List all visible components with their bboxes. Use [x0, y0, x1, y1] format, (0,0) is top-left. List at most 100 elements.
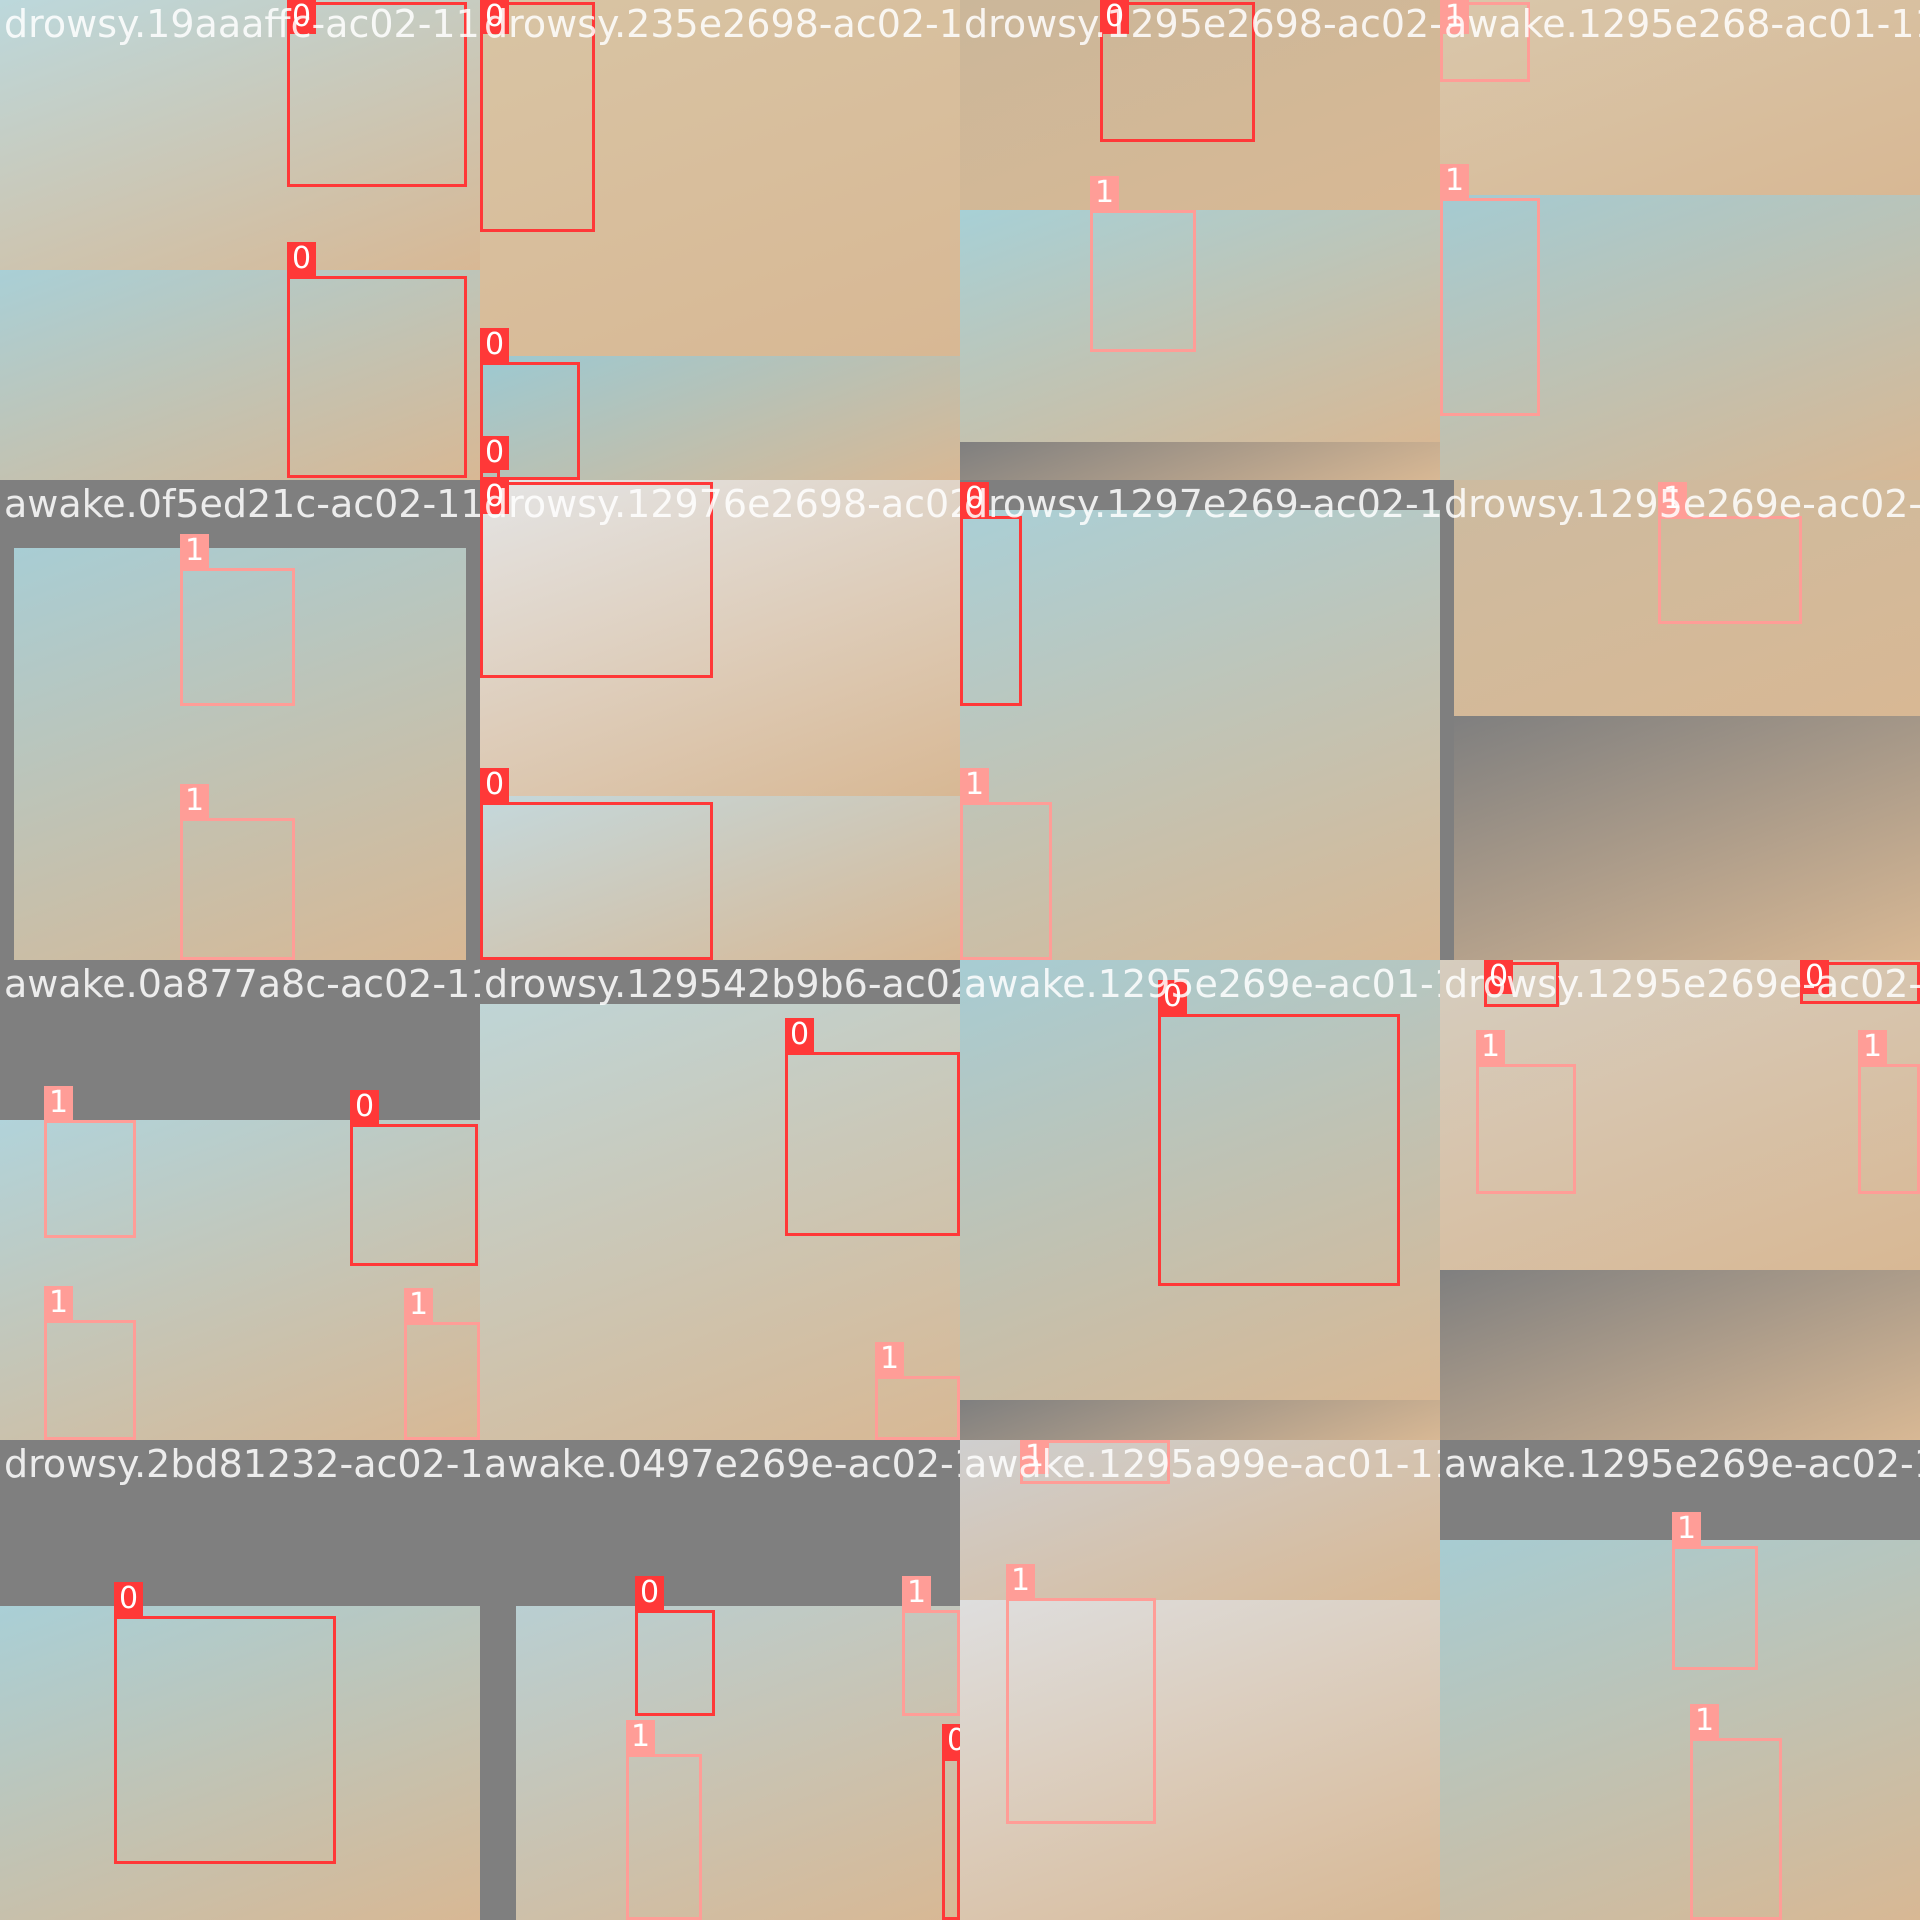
class-label: 0: [480, 480, 510, 514]
bounding-box: [626, 1754, 702, 1920]
bounding-box: [350, 1124, 478, 1266]
bounding-box: [287, 276, 467, 478]
class-label: 0: [480, 768, 510, 802]
bounding-box: [1100, 2, 1255, 142]
mosaic-tile: 00drowsy.19aaaffc-ac02-11ee-8ba9-129542b…: [0, 0, 480, 480]
photo-region: [960, 1400, 1440, 1440]
bounding-box: [180, 568, 295, 706]
bounding-box: [180, 818, 295, 960]
mosaic-tile: 0 drowsy.2bd81232-ac02-11ee-8ba9-129542b9…: [0, 1440, 480, 1920]
class-label: 1: [1476, 1030, 1506, 1064]
photo-region: [0, 270, 480, 480]
photo-region: [1440, 1540, 1920, 1920]
bounding-box: [1690, 1738, 1782, 1920]
bounding-box: [960, 802, 1052, 960]
photo-region: [480, 796, 960, 960]
class-label: 0: [942, 1724, 960, 1758]
bounding-box: [480, 470, 500, 480]
mosaic-tile: 1 0 1 1 awake.0a877a8c-ac02-11ee-8ba9-129542…: [0, 960, 480, 1440]
bounding-box: [875, 1376, 960, 1440]
class-label: 1: [44, 1286, 74, 1320]
class-label: 1: [875, 1342, 905, 1376]
bounding-box: [1672, 1546, 1758, 1670]
photo-region: [1454, 480, 1920, 716]
photo-region: [960, 0, 1440, 210]
class-label: 0: [480, 328, 510, 362]
mosaic-tile: 11awake.1295e268-ac01-11ee-8ba9-129542b9…: [1440, 0, 1920, 480]
bounding-box: [1090, 210, 1196, 352]
bounding-box: [1006, 1598, 1156, 1824]
tile-filename: drowsy.2bd81232-ac02-11ee-8ba9-129542b9b…: [4, 1442, 480, 1486]
photo-region: [1440, 0, 1920, 195]
photo-region: [960, 442, 1440, 480]
class-label: 1: [1672, 1512, 1702, 1546]
class-label: 0: [480, 0, 510, 34]
photo-region: [1440, 960, 1920, 1270]
photo-region: [14, 548, 466, 960]
class-label: 1: [1020, 1440, 1050, 1474]
mosaic-tile: 000drowsy.235e2698-ac02-11ee-8ba9-129542…: [480, 0, 960, 480]
bounding-box: [287, 2, 467, 187]
photo-region: [960, 960, 1440, 1400]
tile-filename: awake.0f5ed21c-ac02-11ee-8ba9-129542b9b6: [4, 482, 480, 526]
photo-region: [516, 1606, 960, 1920]
photo-region: [1440, 195, 1920, 480]
class-label: 1: [1858, 1030, 1888, 1064]
class-label: 1: [404, 1288, 434, 1322]
class-label: 1: [1090, 176, 1120, 210]
bounding-box: [902, 1610, 960, 1716]
mosaic-tile: 01drowsy.1297e269-ac02-11ee-8ba9-129542b…: [960, 480, 1440, 960]
photo-region: [1440, 1270, 1920, 1440]
mosaic-tile: 0awake.1295e269e-ac01-11ee-8ba9-129542b9…: [960, 960, 1440, 1440]
class-label: 0: [350, 1090, 380, 1124]
bounding-box: [44, 1320, 136, 1440]
class-label: 0: [785, 1018, 815, 1052]
bounding-box: [404, 1322, 480, 1440]
bounding-box: [480, 362, 580, 480]
bounding-box: [114, 1616, 336, 1864]
mosaic-tile: 11awake.1295a99e-ac01-11ee-8ba9-129542b9…: [960, 1440, 1440, 1920]
class-label: 1: [902, 1576, 932, 1610]
class-label: 1: [1440, 164, 1470, 198]
photo-region: [960, 210, 1440, 442]
bounding-box: [480, 482, 713, 678]
bounding-box: [1658, 516, 1802, 624]
class-label: 1: [626, 1720, 656, 1754]
mosaic-tile: 1 1 awake.1295e269e-ac02-11ee-8ba9-129542b…: [1440, 1440, 1920, 1920]
class-label: 1: [1440, 0, 1470, 34]
class-label: 0: [287, 242, 317, 276]
bounding-box: [1476, 1064, 1576, 1194]
class-label: 0: [1484, 960, 1514, 994]
class-label: 0: [287, 0, 317, 34]
mosaic-tile: 01drowsy.1295e2698-ac02-11ee-8ba9-129542…: [960, 0, 1440, 480]
bounding-box: [44, 1120, 136, 1238]
bounding-box: [1440, 2, 1530, 82]
mosaic-tile: 0 1 drowsy.129542b9b6-ac02-11ee-8ba9-12954…: [480, 960, 960, 1440]
mosaic-tile: 1drowsy.1295e269e-ac02-11ee-8ba9-129542b…: [1440, 480, 1920, 960]
bounding-box: [480, 802, 713, 960]
photo-region: [480, 0, 960, 356]
bounding-box: [1440, 198, 1540, 416]
class-label: 0: [1800, 960, 1830, 994]
class-label: 1: [1658, 482, 1688, 516]
mosaic-tile: 0 1 1 0 awake.0497e269e-ac02-11ee-8ba9-12954…: [480, 1440, 960, 1920]
class-label: 0: [635, 1576, 665, 1610]
bounding-box: [1858, 1064, 1920, 1194]
bounding-box: [1158, 1014, 1400, 1286]
class-label: 0: [114, 1582, 144, 1616]
class-label: 1: [180, 534, 210, 568]
class-label: 0: [480, 436, 510, 470]
class-label: 0: [1158, 980, 1188, 1014]
photo-region: [0, 1606, 480, 1920]
photo-region: [480, 356, 960, 480]
photo-region: [480, 480, 960, 796]
photo-region: [960, 1600, 1440, 1920]
tile-filename: awake.1295e269e-ac02-11ee-8ba9-129542b9b…: [1444, 1442, 1920, 1486]
photo-region: [1454, 716, 1920, 960]
mosaic-tile: 00drowsy.12976e2698-ac02-11ee-8ba9-12954…: [480, 480, 960, 960]
bounding-box: [942, 1758, 960, 1920]
photo-region: [960, 510, 1440, 960]
class-label: 1: [1006, 1564, 1036, 1598]
class-label: 0: [960, 482, 990, 516]
photo-region: [0, 1120, 480, 1440]
